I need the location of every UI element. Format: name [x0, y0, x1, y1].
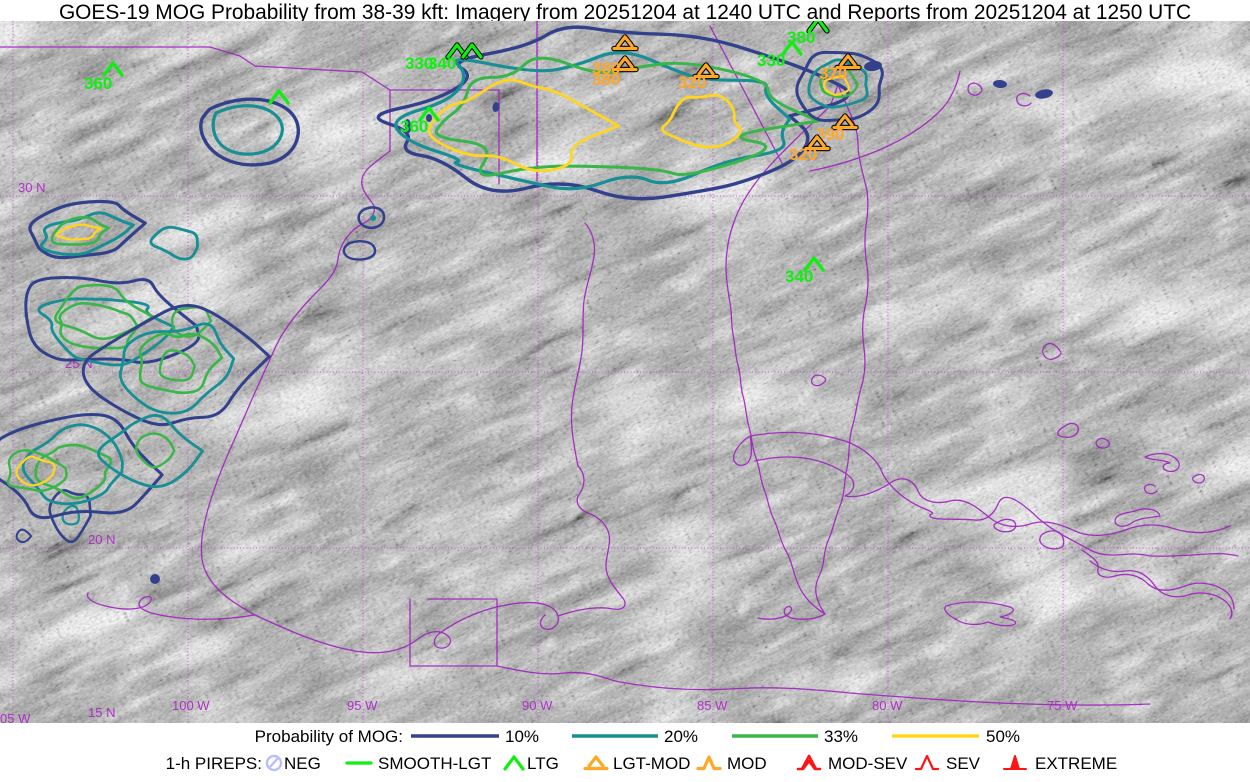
svg-text:LGT-MOD: LGT-MOD [613, 754, 690, 773]
svg-text:EXTREME: EXTREME [1035, 754, 1117, 773]
svg-text:MOD-SEV: MOD-SEV [828, 754, 908, 773]
svg-text:20%: 20% [664, 727, 698, 746]
svg-text:15 N: 15 N [88, 705, 115, 720]
svg-text:340: 340 [785, 267, 813, 286]
svg-text:10%: 10% [505, 727, 539, 746]
svg-text:50%: 50% [986, 727, 1020, 746]
svg-text:33%: 33% [824, 727, 858, 746]
svg-text:90 W: 90 W [522, 698, 553, 713]
svg-text:1-h PIREPS:: 1-h PIREPS: [166, 754, 262, 773]
svg-text:85 W: 85 W [697, 698, 728, 713]
svg-text:SEV: SEV [946, 754, 981, 773]
svg-text:NEG: NEG [284, 754, 321, 773]
svg-text:SMOOTH-LGT: SMOOTH-LGT [378, 754, 491, 773]
svg-text:370: 370 [819, 64, 847, 83]
svg-text:05 W: 05 W [0, 711, 31, 723]
svg-text:360: 360 [84, 74, 112, 93]
svg-text:100 W: 100 W [172, 698, 210, 713]
svg-text:80 W: 80 W [872, 698, 903, 713]
svg-text:380: 380 [592, 70, 620, 89]
svg-text:LTG: LTG [527, 754, 559, 773]
svg-text:95 W: 95 W [347, 698, 378, 713]
svg-text:MOD: MOD [727, 754, 767, 773]
svg-text:360: 360 [400, 117, 428, 136]
svg-text:330: 330 [757, 51, 785, 70]
svg-text:30 N: 30 N [18, 180, 45, 195]
svg-text:Probability of MOG:: Probability of MOG: [255, 727, 403, 746]
svg-text:340: 340 [428, 54, 456, 73]
svg-text:320: 320 [678, 73, 706, 92]
svg-text:320: 320 [789, 145, 817, 164]
svg-text:20 N: 20 N [88, 532, 115, 547]
